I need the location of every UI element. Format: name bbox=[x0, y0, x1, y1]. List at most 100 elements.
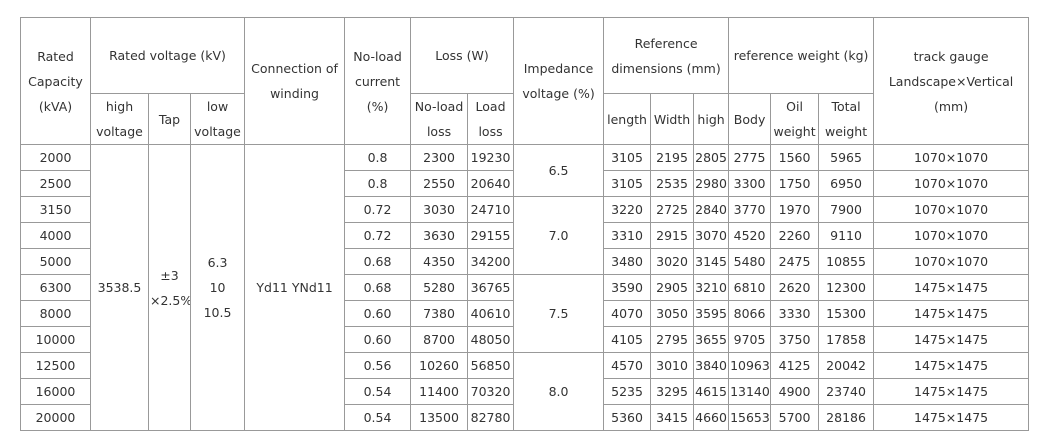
table-cell: 3070 bbox=[693, 222, 730, 249]
table-cell: 0.56 bbox=[344, 352, 412, 379]
table-cell: 1560 bbox=[770, 144, 820, 171]
table-cell: 40610 bbox=[467, 300, 515, 327]
table-row: 20000 0.54 13500 82780 5360 3415 4660 15653 5700… bbox=[20, 404, 1030, 431]
table-cell: 6810 bbox=[728, 274, 772, 301]
table-cell: 4125 bbox=[770, 352, 820, 379]
header-cell: Loss (W) bbox=[410, 17, 515, 94]
header-cell: Reference dimensions (mm) bbox=[603, 17, 730, 94]
table-cell: 4105 bbox=[603, 326, 652, 353]
table-cell: 7900 bbox=[818, 196, 875, 223]
table-cell: 4570 bbox=[603, 352, 652, 379]
table-cell: 5700 bbox=[770, 404, 820, 431]
table-cell: 2260 bbox=[770, 222, 820, 249]
table-cell: 8066 bbox=[728, 300, 772, 327]
table-cell: 2905 bbox=[650, 274, 695, 301]
table-cell: 10260 bbox=[410, 352, 469, 379]
table-cell: 3415 bbox=[650, 404, 695, 431]
table-cell: 0.54 bbox=[344, 378, 412, 405]
table-cell: 3020 bbox=[650, 248, 695, 275]
header-cell: No-load loss bbox=[410, 93, 469, 145]
table-cell: 5965 bbox=[818, 144, 875, 171]
header-cell: track gauge Landscape×Vertical (mm) bbox=[873, 17, 1030, 145]
table-cell: 3655 bbox=[693, 326, 730, 353]
table-cell: 34200 bbox=[467, 248, 515, 275]
table-cell: 3295 bbox=[650, 378, 695, 405]
table-cell: 2500 bbox=[20, 170, 91, 197]
table-cell: 11400 bbox=[410, 378, 469, 405]
table-cell: 10855 bbox=[818, 248, 875, 275]
table-cell: 3150 bbox=[20, 196, 91, 223]
table-cell: 2805 bbox=[693, 144, 730, 171]
table-cell: 36765 bbox=[467, 274, 515, 301]
table-cell: 20640 bbox=[467, 170, 515, 197]
table-cell: 5280 bbox=[410, 274, 469, 301]
header-cell: Impedance voltage (%) bbox=[513, 17, 605, 145]
table-cell: 2795 bbox=[650, 326, 695, 353]
table-cell: 4900 bbox=[770, 378, 820, 405]
header-cell: Rated voltage (kV) bbox=[89, 17, 246, 94]
table-cell: 56850 bbox=[467, 352, 515, 379]
header-cell: Body bbox=[728, 93, 772, 145]
table-cell: 1475×1475 bbox=[873, 300, 1030, 327]
impedance-cell: 8.0 bbox=[513, 352, 605, 431]
header-cell: No-load current (%) bbox=[344, 17, 412, 145]
table-cell: 28186 bbox=[818, 404, 875, 431]
table-cell: 48050 bbox=[467, 326, 515, 353]
table-cell: 3770 bbox=[728, 196, 772, 223]
table-row: 4000 0.72 3630 29155 3310 2915 3070 4520 2260 911… bbox=[20, 222, 1030, 249]
table-cell: 3480 bbox=[603, 248, 652, 275]
table-cell: 1070×1070 bbox=[873, 196, 1030, 223]
table-cell: 6950 bbox=[818, 170, 875, 197]
table-body: 2000 3538.5 ±3 ×2.5% 6.3 10 10.5 Yd11 YNd11 0.8 2… bbox=[20, 144, 1030, 431]
table-cell: 3105 bbox=[603, 144, 652, 171]
table-row: 2500 0.8 2550 20640 3105 2535 2980 3300 1750 6950… bbox=[20, 170, 1030, 197]
table-cell: 1475×1475 bbox=[873, 326, 1030, 353]
table-cell: 2195 bbox=[650, 144, 695, 171]
table-cell: 1475×1475 bbox=[873, 352, 1030, 379]
table-row: 6300 0.68 5280 36765 7.5 3590 2905 3210 6810 2620… bbox=[20, 274, 1030, 353]
table-cell: 7380 bbox=[410, 300, 469, 327]
table-cell: 4070 bbox=[603, 300, 652, 327]
table-cell: 4520 bbox=[728, 222, 772, 249]
table-cell: 1475×1475 bbox=[873, 274, 1030, 301]
table-row: 2000 3538.5 ±3 ×2.5% 6.3 10 10.5 Yd11 YNd11 0.8 2… bbox=[20, 144, 1030, 431]
table-cell: 17858 bbox=[818, 326, 875, 353]
header-cell: reference weight (kg) bbox=[728, 17, 875, 94]
table-cell: 5480 bbox=[728, 248, 772, 275]
impedance-cell: 7.5 bbox=[513, 274, 605, 353]
table-cell: 2840 bbox=[693, 196, 730, 223]
merged-cell: Yd11 YNd11 bbox=[244, 144, 346, 431]
table-cell: 20042 bbox=[818, 352, 875, 379]
table-cell: 4660 bbox=[693, 404, 730, 431]
header-cell: Total weight bbox=[818, 93, 875, 145]
cell-line: ±3 bbox=[160, 267, 179, 283]
table-cell: 70320 bbox=[467, 378, 515, 405]
table-cell: 15300 bbox=[818, 300, 875, 327]
header-cell: Connection of winding bbox=[244, 17, 346, 145]
table-cell: 1970 bbox=[770, 196, 820, 223]
table-cell: 13500 bbox=[410, 404, 469, 431]
table-cell: 3595 bbox=[693, 300, 730, 327]
table-cell: 3010 bbox=[650, 352, 695, 379]
table-cell: 0.8 bbox=[344, 170, 412, 197]
table-cell: 1475×1475 bbox=[873, 378, 1030, 405]
table-cell: 1070×1070 bbox=[873, 170, 1030, 197]
table-cell: 19230 bbox=[467, 144, 515, 171]
cell-line: 10 bbox=[209, 280, 226, 295]
table-cell: 2980 bbox=[693, 170, 730, 197]
table-cell: 15653 bbox=[728, 404, 772, 431]
merged-cell: 6.3 10 10.5 bbox=[189, 144, 246, 431]
table-cell: 23740 bbox=[818, 378, 875, 405]
table-cell: 2300 bbox=[410, 144, 469, 171]
table-cell: 2775 bbox=[728, 144, 772, 171]
table-cell: 2725 bbox=[650, 196, 695, 223]
table-cell: 0.8 bbox=[344, 144, 412, 171]
table-cell: 1070×1070 bbox=[873, 222, 1030, 249]
table-cell: 3630 bbox=[410, 222, 469, 249]
table-cell: 3840 bbox=[693, 352, 730, 379]
table-cell: 4000 bbox=[20, 222, 91, 249]
table-cell: 3220 bbox=[603, 196, 652, 223]
table-cell: 3750 bbox=[770, 326, 820, 353]
table-cell: 16000 bbox=[20, 378, 91, 405]
